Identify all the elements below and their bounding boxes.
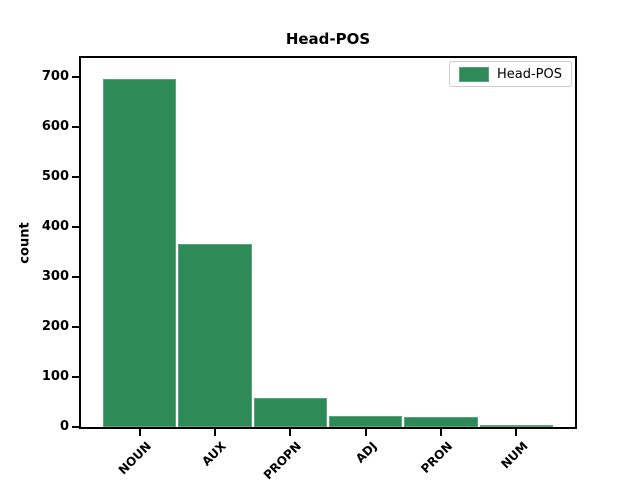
x-tick-mark-adj bbox=[364, 429, 367, 436]
x-tick-label-pron: PRON bbox=[417, 439, 455, 476]
bar-adj bbox=[329, 415, 403, 427]
legend-label: Head-POS bbox=[496, 66, 562, 82]
x-tick-mark-propn bbox=[289, 429, 292, 436]
y-tick-mark-600 bbox=[72, 126, 79, 128]
bar-num bbox=[479, 425, 553, 427]
y-tick-mark-500 bbox=[72, 176, 79, 178]
y-tick-label-500: 500 bbox=[41, 169, 69, 184]
y-tick-label-300: 300 bbox=[41, 269, 69, 284]
y-tick-mark-300 bbox=[72, 276, 79, 278]
y-tick-label-700: 700 bbox=[41, 69, 69, 84]
y-tick-mark-100 bbox=[72, 376, 79, 378]
plot-area: 0 100 200 300 400 500 600 700 NOUN AUX PROPN ADJ PR… bbox=[42, 56, 577, 480]
y-tick-label-200: 200 bbox=[41, 319, 69, 334]
legend-swatch bbox=[458, 66, 489, 82]
y-tick-label-400: 400 bbox=[41, 219, 69, 234]
bar-pron bbox=[404, 417, 478, 427]
y-tick-label-600: 600 bbox=[41, 119, 69, 134]
bar-propn bbox=[253, 397, 327, 427]
bar-noun bbox=[103, 78, 177, 427]
y-tick-mark-700 bbox=[72, 76, 79, 78]
x-tick-mark-aux bbox=[214, 429, 216, 436]
x-tick-label-noun: NOUN bbox=[115, 439, 154, 478]
x-tick-label-num: NUM bbox=[497, 439, 531, 472]
chart-title: Head-POS bbox=[285, 30, 371, 48]
y-tick-label-0: 0 bbox=[59, 419, 69, 434]
x-tick-label-adj: ADJ bbox=[352, 439, 380, 466]
y-tick-mark-200 bbox=[72, 326, 79, 328]
x-tick-label-propn: PROPN bbox=[261, 439, 305, 480]
x-tick-label-aux: AUX bbox=[199, 439, 229, 469]
legend: Head-POS bbox=[448, 61, 572, 87]
x-tick-mark-num bbox=[515, 429, 518, 436]
x-tick-mark-noun bbox=[138, 429, 141, 436]
y-tick-mark-400 bbox=[72, 226, 79, 228]
x-tick-mark-pron bbox=[440, 429, 442, 436]
y-tick-mark-0 bbox=[72, 426, 79, 428]
y-tick-label-100: 100 bbox=[41, 369, 69, 384]
bar-aux bbox=[178, 243, 252, 427]
